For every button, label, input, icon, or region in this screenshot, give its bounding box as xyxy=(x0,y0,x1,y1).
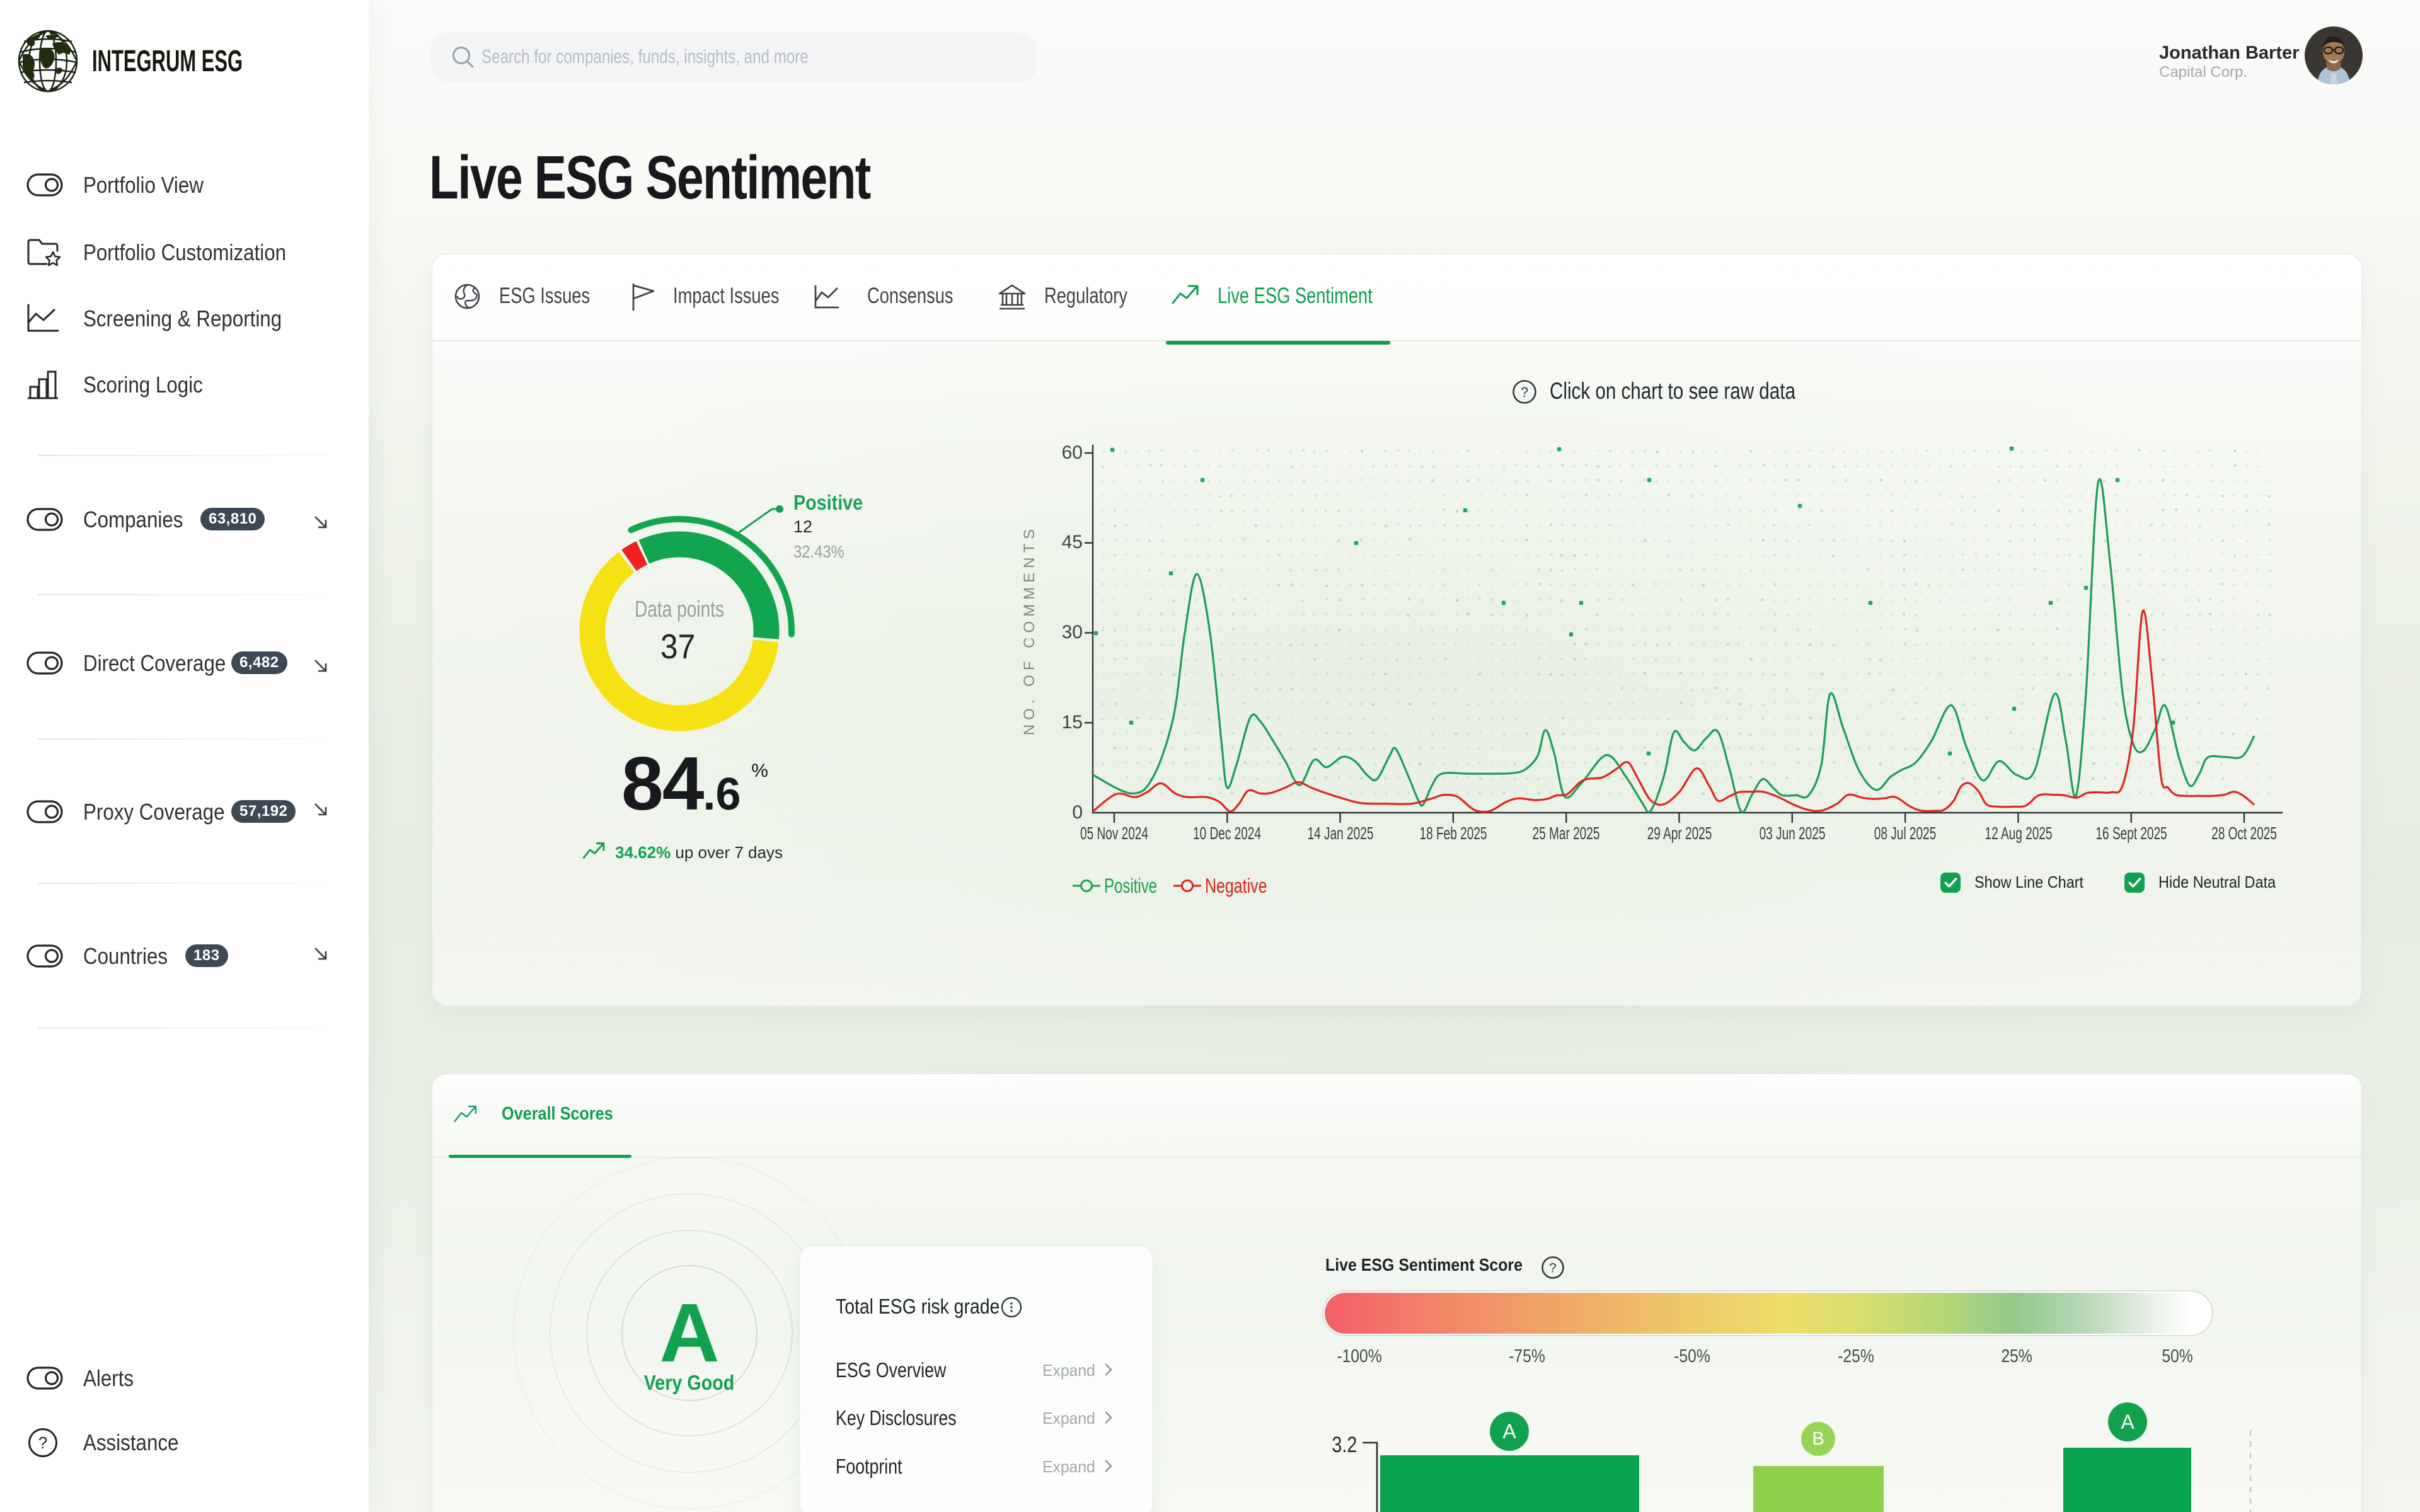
svg-text:NO. OF COMMENTS: NO. OF COMMENTS xyxy=(1021,525,1038,735)
svg-text:?: ? xyxy=(1549,1261,1557,1276)
svg-text:?: ? xyxy=(1521,384,1528,400)
svg-text:?: ? xyxy=(38,1433,47,1452)
